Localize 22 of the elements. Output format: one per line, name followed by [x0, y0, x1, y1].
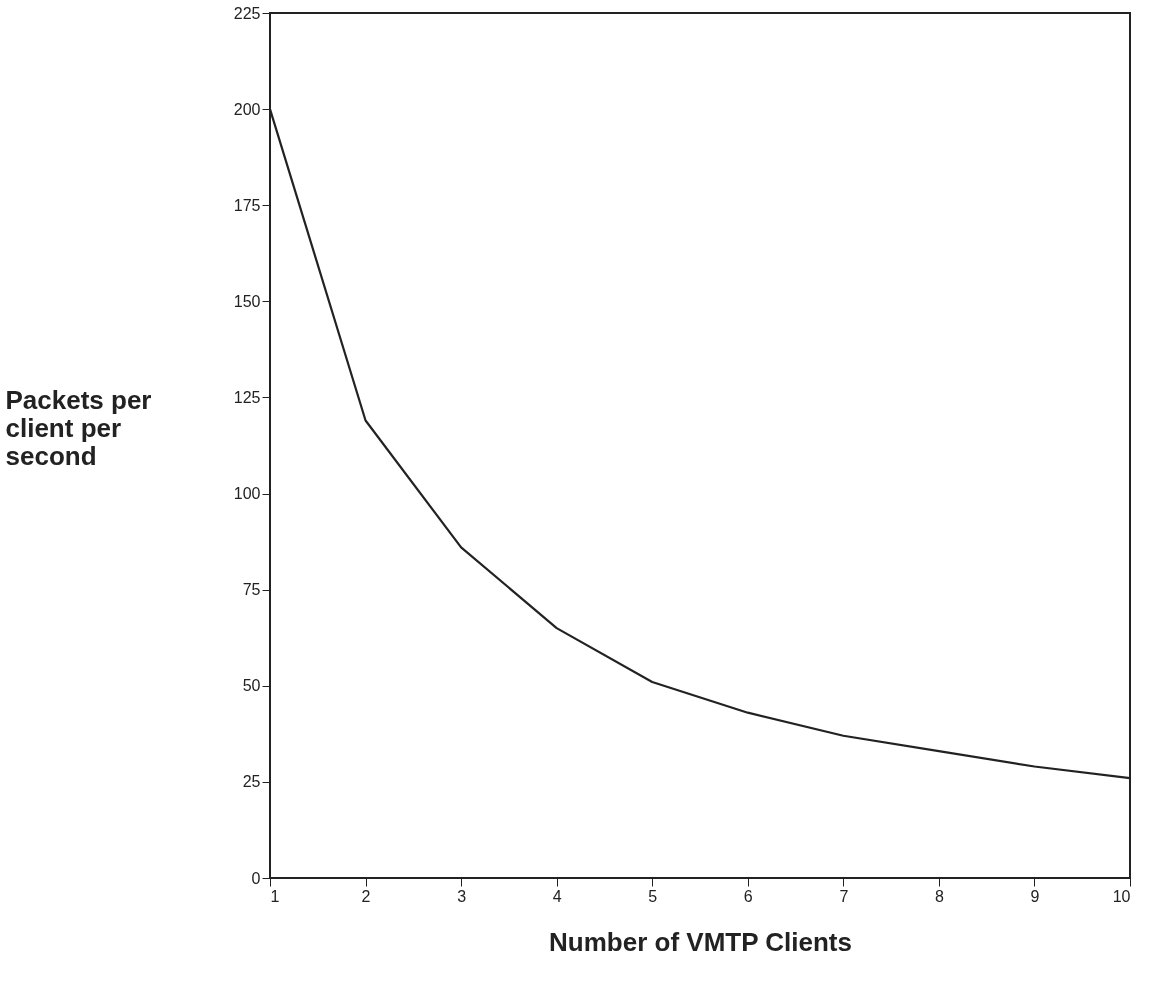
- x-tick-label: 4: [552, 887, 562, 905]
- y-tick-label: 225: [233, 4, 261, 22]
- y-tick-label: 200: [233, 100, 261, 118]
- x-tick-label: 1: [270, 887, 280, 905]
- x-tick-label: 5: [648, 887, 658, 905]
- y-tick-label: 50: [242, 677, 261, 695]
- y-tick-label: 100: [233, 485, 261, 503]
- y-tick-label: 75: [242, 581, 261, 599]
- x-tick-label: 9: [1030, 887, 1040, 905]
- x-tick-label: 10: [1112, 887, 1131, 905]
- x-tick-label: 2: [361, 887, 371, 905]
- y-tick-label: 25: [242, 773, 261, 791]
- x-axis-title: Number of VMTP Clients: [549, 926, 852, 957]
- y-axis-title: Packets per client per second: [5, 384, 152, 471]
- x-tick-label: 8: [934, 887, 944, 905]
- y-tick-label: 150: [233, 292, 261, 310]
- x-tick-label: 6: [743, 887, 753, 905]
- x-tick-label: 3: [457, 887, 467, 905]
- y-tick-label: 125: [233, 388, 261, 406]
- y-tick-label: 175: [233, 196, 261, 214]
- y-tick-label: 0: [251, 869, 261, 887]
- x-tick-label: 7: [839, 887, 849, 905]
